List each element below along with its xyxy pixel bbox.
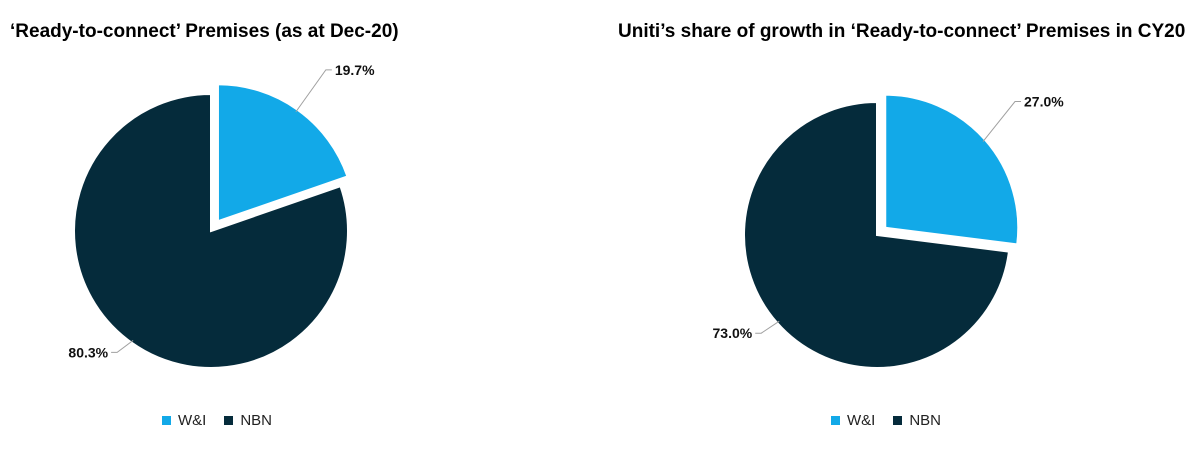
data-label-wi: 27.0% [1024, 94, 1064, 110]
leader-line-nbn [111, 339, 134, 353]
legend-item-nbn: NBN [893, 412, 941, 429]
pie-slice-wi [884, 93, 1020, 246]
legend-label-nbn: NBN [240, 412, 273, 429]
legend-swatch-wi [831, 416, 840, 425]
leader-line-wi [295, 69, 332, 113]
legend: W&I NBN [831, 412, 959, 429]
chart-title: Uniti’s share of growth in ‘Ready-to-con… [618, 21, 1186, 42]
legend-item-nbn: NBN [224, 412, 272, 429]
legend-label-nbn: NBN [909, 412, 942, 429]
pie-plot: 19.7% 80.3% [68, 62, 375, 369]
legend-item-wi: W&I [162, 412, 206, 429]
data-label-nbn: 73.0% [713, 325, 753, 341]
leader-line-nbn [755, 320, 780, 334]
legend-label-wi: W&I [847, 412, 876, 429]
pie-slice-nbn [73, 92, 349, 369]
legend-swatch-nbn [893, 416, 903, 425]
legend-swatch-nbn [224, 416, 234, 425]
legend: W&I NBN [162, 412, 290, 429]
data-label-nbn: 80.3% [68, 344, 108, 360]
chart-growth-share: Uniti’s share of growth in ‘Ready-to-con… [594, 0, 1188, 458]
data-label-wi: 19.7% [335, 62, 375, 78]
leader-line-wi [982, 101, 1022, 142]
chart-title: ‘Ready-to-connect’ Premises (as at Dec-2… [10, 21, 399, 42]
legend-swatch-wi [162, 416, 171, 425]
pie-plot: 27.0% 73.0% [713, 93, 1064, 369]
legend-label-wi: W&I [178, 412, 207, 429]
legend-item-wi: W&I [831, 412, 875, 429]
chart-ready-to-connect: ‘Ready-to-connect’ Premises (as at Dec-2… [10, 21, 399, 429]
